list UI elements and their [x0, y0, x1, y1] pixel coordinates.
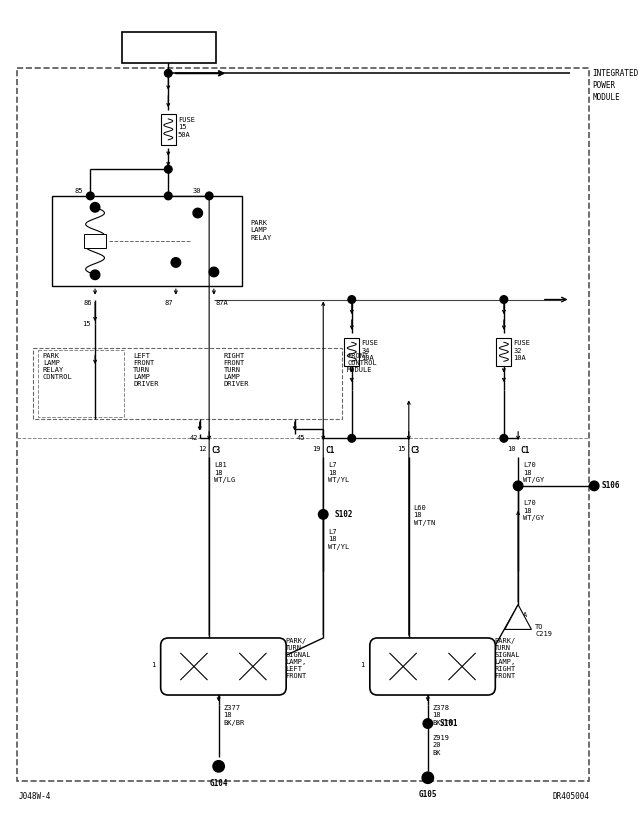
- Text: PARK
LAMP
RELAY: PARK LAMP RELAY: [250, 220, 271, 240]
- Circle shape: [319, 509, 328, 519]
- FancyBboxPatch shape: [161, 638, 286, 695]
- Text: FUSE
34
10A: FUSE 34 10A: [361, 341, 378, 361]
- Text: 10: 10: [507, 446, 515, 452]
- Circle shape: [423, 718, 433, 728]
- Text: L7
18
WT/YL: L7 18 WT/YL: [328, 528, 349, 550]
- Bar: [84, 235, 106, 248]
- Circle shape: [164, 69, 172, 77]
- Text: 87: 87: [164, 300, 173, 305]
- Text: PARK/
TURN
SIGNAL
LAMP,
RIGHT
FRONT: PARK/ TURN SIGNAL LAMP, RIGHT FRONT: [494, 638, 520, 679]
- Text: 45: 45: [296, 435, 305, 441]
- Bar: [52, 196, 243, 286]
- Text: A: A: [523, 612, 527, 618]
- Text: 15: 15: [397, 446, 406, 452]
- Bar: [161, 114, 176, 145]
- Circle shape: [209, 267, 219, 277]
- Bar: [38, 350, 124, 417]
- Text: Z377
18
BK/BR: Z377 18 BK/BR: [223, 704, 244, 726]
- Text: 1: 1: [360, 662, 364, 667]
- Text: FUSE
15
50A: FUSE 15 50A: [178, 117, 195, 138]
- Circle shape: [90, 270, 100, 280]
- Bar: [344, 337, 359, 366]
- Text: J048W-4: J048W-4: [19, 792, 51, 801]
- Bar: [496, 337, 511, 366]
- Text: S102: S102: [335, 510, 353, 518]
- Text: 12: 12: [198, 446, 206, 452]
- Text: L70
18
WT/GY: L70 18 WT/GY: [523, 500, 544, 521]
- Text: 1: 1: [150, 662, 155, 667]
- Text: C3: C3: [211, 446, 220, 455]
- Text: L70
18
WT/GY: L70 18 WT/GY: [523, 462, 544, 483]
- Text: 30: 30: [193, 188, 202, 194]
- Text: L81
18
WT/LG: L81 18 WT/LG: [214, 462, 235, 483]
- Circle shape: [500, 295, 508, 304]
- Circle shape: [90, 202, 100, 212]
- Text: 15: 15: [82, 321, 90, 328]
- Text: L60
18
WT/TN: L60 18 WT/TN: [413, 504, 435, 526]
- Text: 85: 85: [74, 188, 83, 194]
- Text: LEFT
FRONT
TURN
LAMP
DRIVER: LEFT FRONT TURN LAMP DRIVER: [133, 353, 159, 387]
- FancyBboxPatch shape: [370, 638, 495, 695]
- Text: FRONT
CONTROL
MODULE: FRONT CONTROL MODULE: [347, 353, 377, 373]
- Circle shape: [86, 192, 94, 200]
- Circle shape: [500, 435, 508, 442]
- Text: 2: 2: [492, 662, 496, 667]
- Circle shape: [171, 258, 180, 267]
- Circle shape: [213, 760, 225, 772]
- Text: L7
18
WT/YL: L7 18 WT/YL: [328, 462, 349, 483]
- Text: 3: 3: [423, 687, 428, 694]
- Circle shape: [348, 295, 356, 304]
- Circle shape: [513, 481, 523, 491]
- Circle shape: [164, 192, 172, 200]
- Text: 3: 3: [214, 687, 218, 694]
- Text: Z378
18
BK/TN: Z378 18 BK/TN: [433, 704, 454, 726]
- Polygon shape: [505, 605, 531, 630]
- Text: G105: G105: [419, 790, 437, 799]
- Circle shape: [422, 772, 433, 783]
- FancyBboxPatch shape: [122, 32, 216, 63]
- Text: 2: 2: [282, 662, 287, 667]
- Text: C3: C3: [411, 446, 420, 455]
- Circle shape: [193, 208, 202, 218]
- Text: Z919
20
BK: Z919 20 BK: [433, 735, 449, 756]
- Text: C1: C1: [325, 446, 334, 455]
- Circle shape: [589, 481, 599, 491]
- Text: 42: 42: [189, 435, 198, 441]
- Text: 86: 86: [84, 300, 92, 305]
- Text: 19: 19: [312, 446, 321, 452]
- Text: FUSE
32
10A: FUSE 32 10A: [513, 341, 531, 361]
- Bar: [33, 348, 342, 419]
- Text: INTEGRATED
POWER
MODULE: INTEGRATED POWER MODULE: [592, 69, 639, 102]
- Text: RIGHT
FRONT
TURN
LAMP
DRIVER: RIGHT FRONT TURN LAMP DRIVER: [223, 353, 249, 387]
- Circle shape: [348, 435, 356, 442]
- Text: BATT A0: BATT A0: [150, 43, 188, 52]
- Circle shape: [205, 192, 213, 200]
- Text: S101: S101: [439, 719, 458, 728]
- Text: C1: C1: [520, 446, 529, 455]
- Text: G104: G104: [209, 779, 228, 788]
- Text: PARK
LAMP
RELAY
CONTROL: PARK LAMP RELAY CONTROL: [43, 353, 72, 379]
- Text: PARK/
TURN
SIGNAL
LAMP,
LEFT
FRONT: PARK/ TURN SIGNAL LAMP, LEFT FRONT: [285, 638, 310, 679]
- Text: TO
C219: TO C219: [535, 624, 552, 637]
- Text: S106: S106: [602, 481, 620, 491]
- Circle shape: [164, 165, 172, 173]
- Text: 87A: 87A: [216, 300, 228, 305]
- Text: DR405004: DR405004: [552, 792, 589, 801]
